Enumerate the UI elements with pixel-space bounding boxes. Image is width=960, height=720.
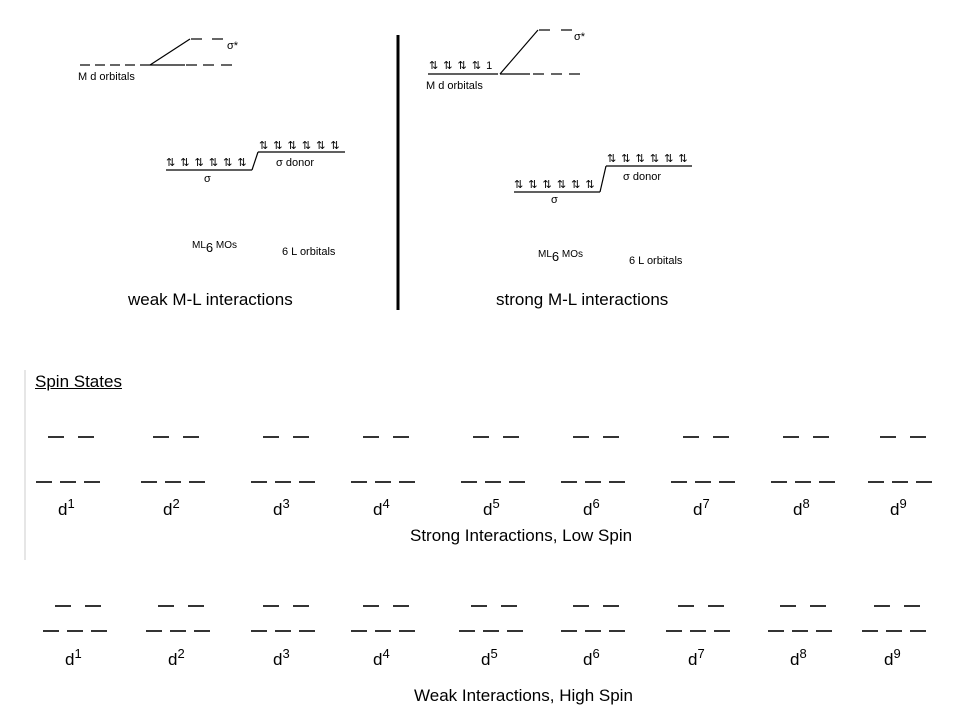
d-exponent: 6 — [592, 646, 600, 661]
ml6-prefix: ML — [538, 249, 552, 260]
d-exponent: 4 — [382, 496, 390, 511]
d-exponent: 7 — [702, 496, 710, 511]
d-exponent: 9 — [893, 646, 901, 661]
sigma-donor-label: σ donor — [623, 171, 661, 183]
d-exponent: 8 — [802, 496, 810, 511]
mo-electron-arrows: ⇅ ⇅ ⇅ ⇅ ⇅ ⇅ — [166, 157, 248, 169]
l-orbitals-label: 6 L orbitals — [629, 255, 683, 267]
md-orbitals-label: M d orbitals — [78, 71, 135, 83]
d-base: d — [793, 500, 803, 519]
donor-electron-arrows: ⇅ ⇅ ⇅ ⇅ ⇅ ⇅ — [259, 140, 341, 152]
d5-label: d5 — [483, 497, 500, 520]
sigma-star-label: σ* — [227, 40, 239, 52]
sigma-star-label: σ* — [574, 31, 586, 43]
donor-electron-arrows: ⇅ ⇅ ⇅ ⇅ ⇅ ⇅ — [607, 153, 689, 165]
d5-label: d5 — [481, 647, 498, 670]
d9-label: d9 — [890, 497, 907, 520]
d-base: d — [884, 650, 894, 669]
mo-electron-arrows: ⇅ ⇅ ⇅ ⇅ ⇅ ⇅ — [514, 179, 596, 191]
d-exponent: 2 — [172, 496, 180, 511]
d4-label: d4 — [373, 647, 390, 670]
d-base: d — [58, 500, 68, 519]
l-orbitals-label: 6 L orbitals — [282, 246, 336, 258]
ml6-mos-label: ML6 MOs — [538, 249, 583, 264]
sigma-label: σ — [551, 194, 558, 206]
d1-label: d1 — [58, 497, 75, 520]
d3-label: d3 — [273, 497, 290, 520]
d-base: d — [688, 650, 698, 669]
d9-label: d9 — [884, 647, 901, 670]
high-spin-caption: Weak Interactions, High Spin — [414, 686, 633, 705]
d-exponent: 6 — [592, 496, 600, 511]
d-exponent: 2 — [177, 646, 185, 661]
md-electron-arrows: ⇅ ⇅ ⇅ ⇅ 1 — [429, 60, 494, 72]
ml6-sub: 6 — [551, 249, 560, 264]
d-base: d — [481, 650, 491, 669]
d-exponent: 9 — [899, 496, 907, 511]
d-base: d — [373, 500, 383, 519]
ml6-suffix: MOs — [213, 240, 238, 251]
low-spin-caption: Strong Interactions, Low Spin — [410, 526, 633, 545]
sigma-label: σ — [204, 173, 211, 185]
d8-label: d8 — [793, 497, 810, 520]
d-exponent: 4 — [382, 646, 390, 661]
d1-label: d1 — [65, 647, 82, 670]
d-exponent: 5 — [492, 496, 500, 511]
d-exponent: 1 — [74, 646, 82, 661]
d2-label: d2 — [168, 647, 185, 670]
weak-interactions-caption: weak M-L interactions — [128, 290, 293, 309]
d-exponent: 7 — [697, 646, 705, 661]
d-exponent: 1 — [67, 496, 75, 511]
d8-label: d8 — [790, 647, 807, 670]
d-base: d — [168, 650, 178, 669]
d-base: d — [483, 500, 493, 519]
d3-label: d3 — [273, 647, 290, 670]
sigma-donor-label: σ donor — [276, 157, 314, 169]
d-exponent: 5 — [490, 646, 498, 661]
correlation-line — [251, 151, 259, 171]
d4-label: d4 — [373, 497, 390, 520]
d7-label: d7 — [693, 497, 710, 520]
spin-states-title: Spin States — [35, 372, 122, 391]
ml6-suffix: MOs — [559, 249, 584, 260]
correlation-line — [499, 29, 539, 75]
d6-label: d6 — [583, 647, 600, 670]
d-base: d — [373, 650, 383, 669]
d-base: d — [890, 500, 900, 519]
d-base: d — [273, 650, 283, 669]
ml6-prefix: ML — [192, 240, 206, 251]
d-base: d — [790, 650, 800, 669]
d-exponent: 8 — [799, 646, 807, 661]
d-exponent: 3 — [282, 646, 290, 661]
correlation-line — [149, 38, 191, 66]
d-base: d — [693, 500, 703, 519]
d-exponent: 3 — [282, 496, 290, 511]
d7-label: d7 — [688, 647, 705, 670]
ml6-sub: 6 — [205, 240, 214, 255]
strong-interactions-caption: strong M-L interactions — [496, 290, 669, 309]
d2-label: d2 — [163, 497, 180, 520]
md-orbitals-label: M d orbitals — [426, 80, 483, 92]
d-base: d — [65, 650, 75, 669]
d-base: d — [583, 500, 593, 519]
d-base: d — [163, 500, 173, 519]
d6-label: d6 — [583, 497, 600, 520]
ml6-mos-label: ML6 MOs — [192, 240, 237, 255]
d-base: d — [583, 650, 593, 669]
correlation-line — [599, 165, 607, 193]
d-base: d — [273, 500, 283, 519]
